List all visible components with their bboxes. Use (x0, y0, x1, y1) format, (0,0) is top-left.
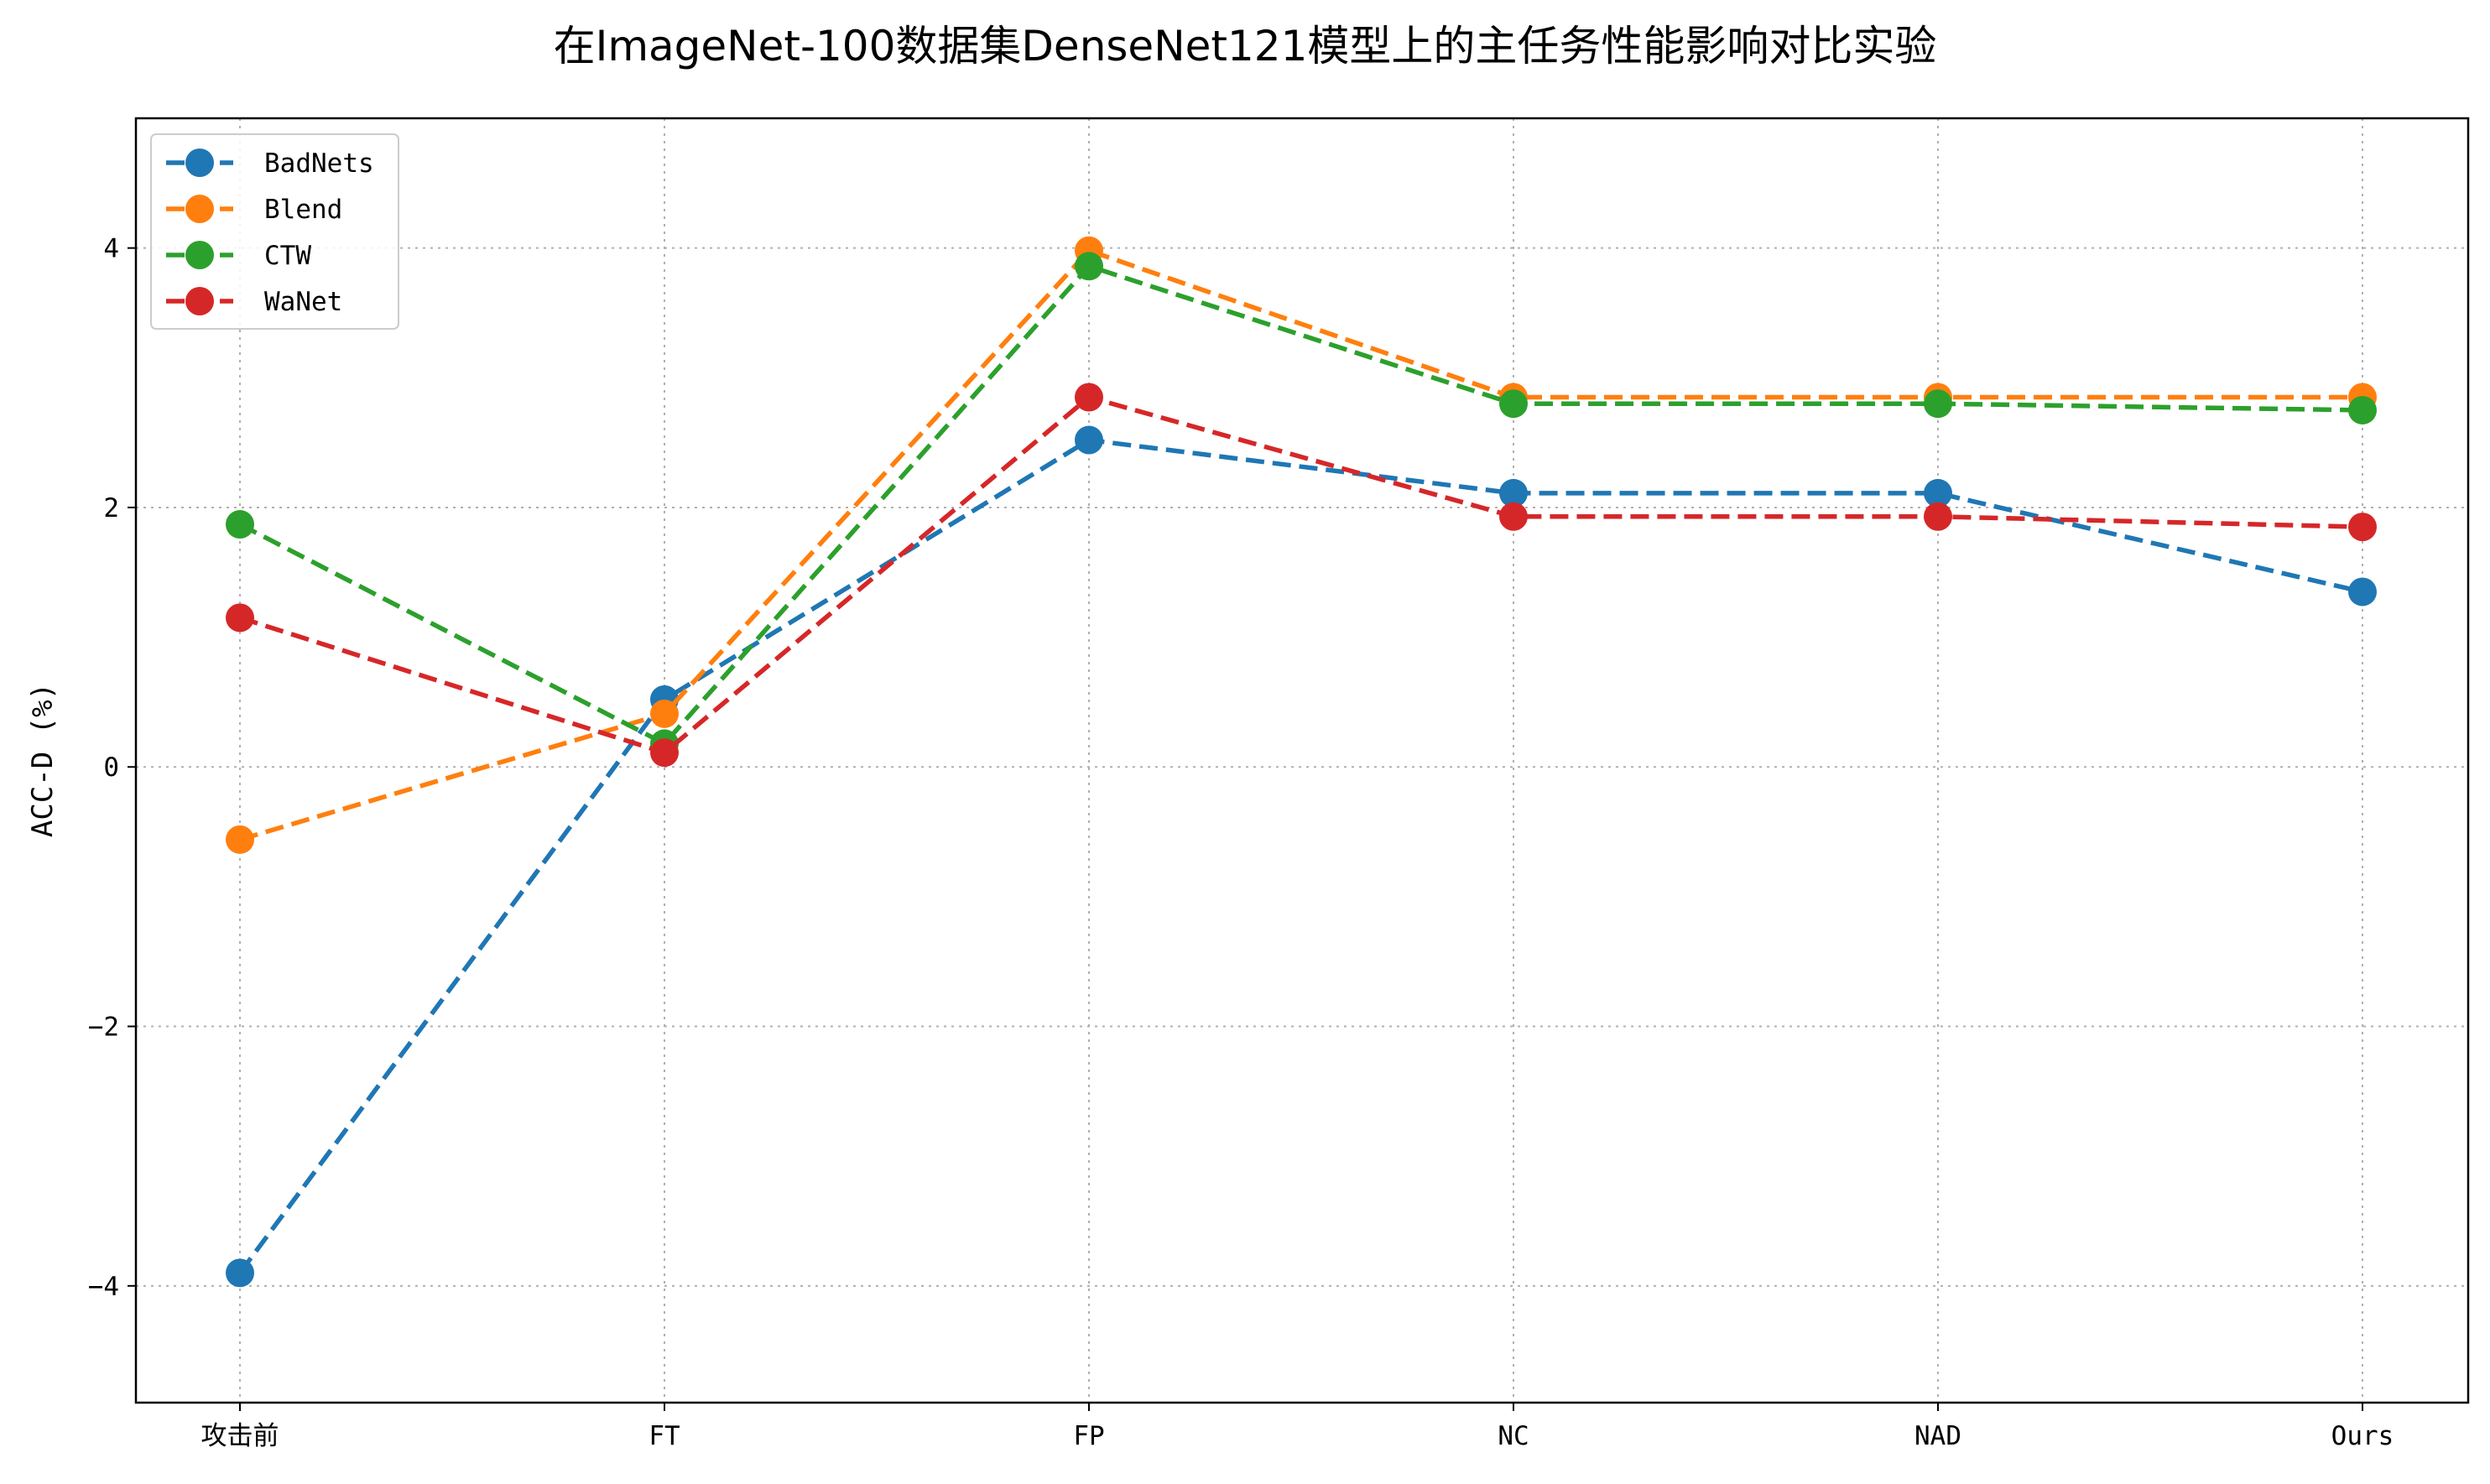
legend-marker-wanet (185, 287, 214, 315)
data-point-wanet (1924, 502, 1952, 531)
data-point-wanet (650, 738, 679, 768)
legend-label-badnets: BadNets (264, 148, 374, 179)
x-tick-label: FP (1073, 1421, 1104, 1451)
x-tick-label: Ours (2331, 1421, 2394, 1451)
chart-title: 在ImageNet-100数据集DenseNet121模型上的主任务性能影响对比… (554, 22, 1937, 70)
series-ctw (226, 252, 2377, 758)
legend-item-blend: Blend (166, 195, 342, 225)
data-point-badnets (2348, 577, 2377, 607)
series-line-ctw (238, 263, 2363, 747)
legend-label-ctw: CTW (264, 241, 311, 271)
data-point-badnets (226, 1258, 254, 1288)
data-point-badnets (1499, 478, 1528, 508)
legend-box (150, 133, 399, 330)
legend-item-badnets: BadNets (166, 148, 374, 179)
series-line-badnets (237, 437, 2363, 1274)
series-wanet (226, 383, 2377, 768)
legend-marker-blend (185, 195, 214, 223)
data-point-ctw (226, 510, 254, 539)
plot-frame (134, 117, 2470, 1404)
y-tick-label: −4 (88, 1272, 119, 1302)
x-tick-label: 攻击前 (201, 1421, 279, 1451)
data-point-wanet (226, 603, 254, 633)
x-tick-label: NC (1498, 1421, 1529, 1451)
series-badnets (226, 425, 2377, 1288)
data-point-ctw (2348, 395, 2377, 424)
data-point-badnets (1075, 425, 1103, 455)
y-tick-label: 0 (103, 752, 119, 783)
x-tick-label: FT (649, 1421, 680, 1451)
data-point-ctw (1924, 389, 1952, 419)
y-tick-label: 2 (103, 493, 119, 523)
grid (136, 118, 2468, 1403)
legend-marker-ctw (185, 241, 214, 269)
series-line-blend (239, 247, 2362, 842)
y-tick-label: −2 (88, 1013, 119, 1043)
data-point-wanet (1499, 502, 1528, 531)
y-tick-label: 4 (103, 234, 119, 264)
data-point-ctw (1075, 252, 1103, 281)
series-line-wanet (239, 394, 2363, 755)
series-layer (226, 236, 2377, 1288)
data-point-badnets (1924, 478, 1952, 508)
data-point-blend (650, 699, 679, 728)
data-point-wanet (1075, 383, 1103, 412)
legend-label-blend: Blend (264, 195, 342, 225)
legend-item-ctw: CTW (166, 241, 311, 271)
legend-item-wanet: WaNet (166, 287, 342, 317)
data-point-wanet (2348, 513, 2377, 542)
data-point-blend (226, 825, 254, 854)
x-tick-label: NAD (1914, 1421, 1961, 1451)
data-point-ctw (1499, 389, 1528, 419)
legend-marker-badnets (185, 148, 214, 177)
legend: BadNets Blend CTW WaNet (150, 133, 399, 330)
y-axis-label: ACC-D (%) (26, 683, 60, 837)
series-blend (226, 236, 2377, 854)
axes: 攻击前 FT FP NC NAD Ours −4 −2 0 2 4 (88, 234, 2394, 1451)
legend-label-wanet: WaNet (264, 287, 342, 317)
